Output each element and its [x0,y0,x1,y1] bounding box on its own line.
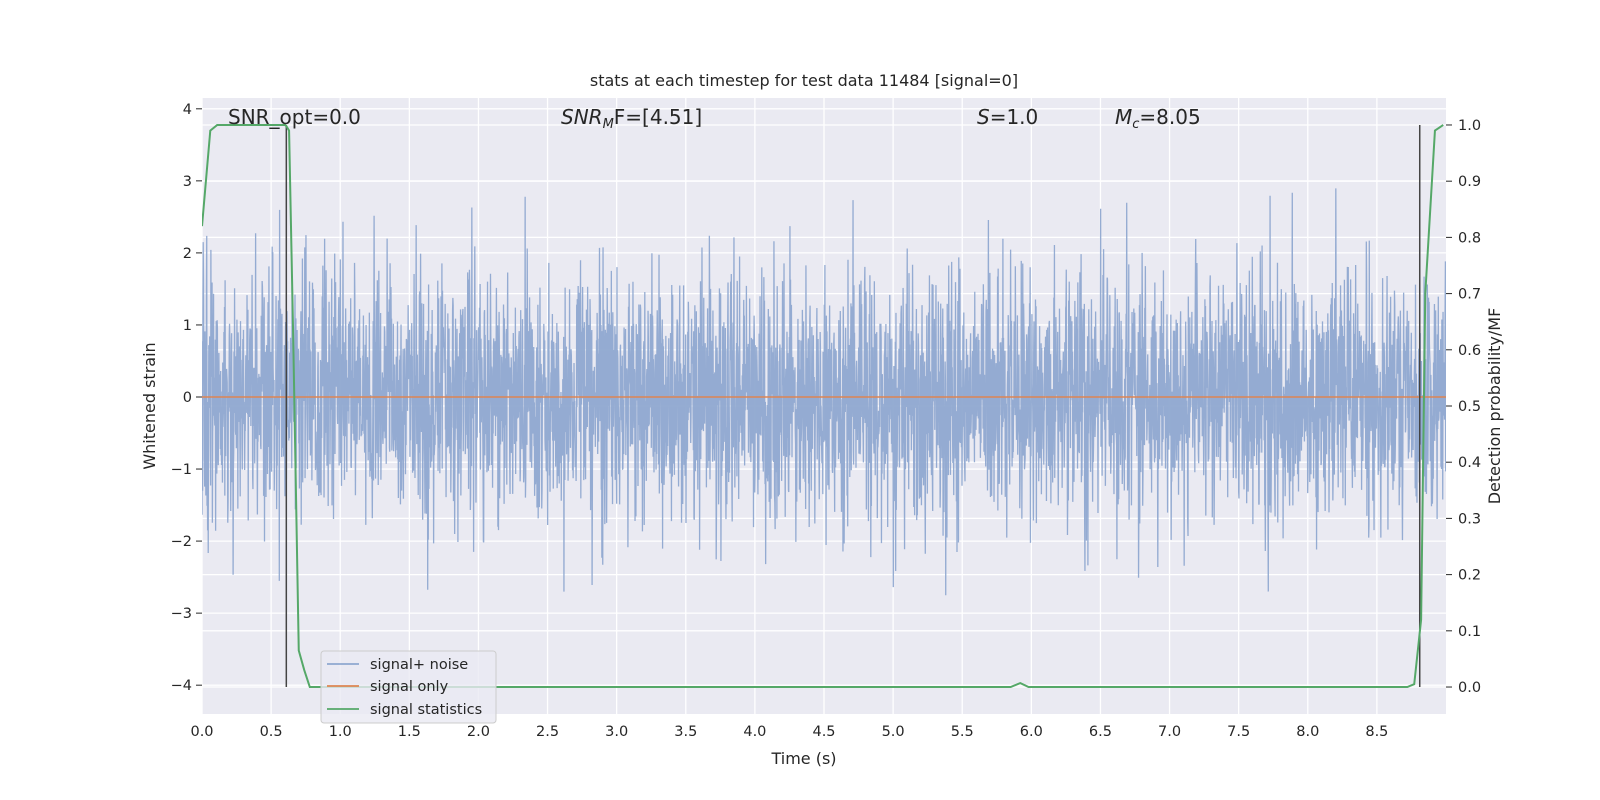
annotation-mc: Mc=8.05 [1115,105,1201,132]
x-tick-label-16: 8.0 [1296,724,1319,740]
chart-title: stats at each timestep for test data 114… [590,71,1018,90]
s-value: =1.0 [990,105,1039,129]
x-tick-label-7: 3.5 [674,724,697,740]
y-tick-label-left-8: 4 [183,102,192,118]
annotation-snr-opt: SNR_opt=0.0 [228,105,361,129]
x-tick-label-2: 1.0 [329,724,352,740]
y-tick-label-right-4: 0.4 [1458,455,1481,471]
x-tick-label-15: 7.5 [1227,724,1250,740]
series-signal-plus-noise [202,188,1446,596]
mc-value: =8.05 [1139,105,1200,129]
snr-mf-sub: M [603,117,614,132]
x-axis-label: Time (s) [770,749,836,768]
signal-plus-noise-line [202,188,1446,596]
y-tick-label-left-0: −4 [171,678,192,694]
x-tick-label-14: 7.0 [1158,724,1181,740]
x-tick-label-8: 4.0 [743,724,766,740]
y-tick-label-right-7: 0.7 [1458,287,1481,303]
y-tick-label-right-10: 1.0 [1458,118,1481,134]
x-tick-label-11: 5.5 [951,724,974,740]
x-tick-label-9: 4.5 [812,724,835,740]
legend-label-signal-plus-noise: signal+ noise [370,657,468,673]
y-tick-label-left-1: −3 [171,606,192,622]
x-tick-label-0: 0.0 [190,724,213,740]
legend-label-signal-statistics: signal statistics [370,702,482,718]
y-tick-label-left-3: −1 [171,462,192,478]
tick-labels: 0.0 0.5 1.0 1.5 2.0 2.5 3.0 3.5 4.0 4.5 5.0 5.5 6.0 6… [171,102,1481,740]
y-tick-label-right-6: 0.6 [1458,343,1481,359]
y-tick-label-left-6: 2 [183,246,192,262]
snr-mf-name: SNR [561,105,603,129]
y-tick-label-left-4: 0 [183,390,192,406]
s-name: S [977,105,990,129]
annotation-snr-mf: SNRMF=[4.51] [561,105,702,132]
snr-mf-tail: F=[4.51] [614,105,702,129]
y-tick-label-left-2: −2 [171,534,192,550]
legend-box [320,650,497,724]
x-tick-label-3: 1.5 [398,724,421,740]
x-tick-label-17: 8.5 [1365,724,1388,740]
mc-sub: c [1132,117,1139,132]
y-tick-label-right-8: 0.8 [1458,230,1481,246]
y-tick-label-right-2: 0.2 [1458,568,1481,584]
mc-name: M [1115,105,1132,129]
annotation-s: S=1.0 [977,105,1038,129]
y-axis-label-right: Detection probability/MF [1485,308,1504,505]
x-tick-label-10: 5.0 [882,724,905,740]
x-tick-label-12: 6.0 [1020,724,1043,740]
vertical-markers [285,124,1421,688]
y-tick-label-left-7: 3 [183,174,192,190]
y-tick-label-right-5: 0.5 [1458,399,1481,415]
x-tick-label-5: 2.5 [536,724,559,740]
y-tick-label-right-9: 0.9 [1458,174,1481,190]
y-axis-label-left: Whitened strain [140,342,159,469]
y-tick-label-right-3: 0.3 [1458,511,1481,527]
series-signal-statistics [202,123,1444,689]
x-tick-label-13: 6.5 [1089,724,1112,740]
signal-statistics-line [202,123,1444,689]
y-tick-label-right-0: 0.0 [1458,680,1481,696]
x-tick-label-4: 2.0 [467,724,490,740]
legend: signal+ noise signal only signal statist… [320,650,497,724]
x-tick-label-1: 0.5 [260,724,283,740]
y-tick-label-right-1: 0.1 [1458,624,1481,640]
y-tick-label-left-5: 1 [183,318,192,334]
legend-label-signal-only: signal only [370,679,449,695]
x-tick-label-6: 3.0 [605,724,628,740]
